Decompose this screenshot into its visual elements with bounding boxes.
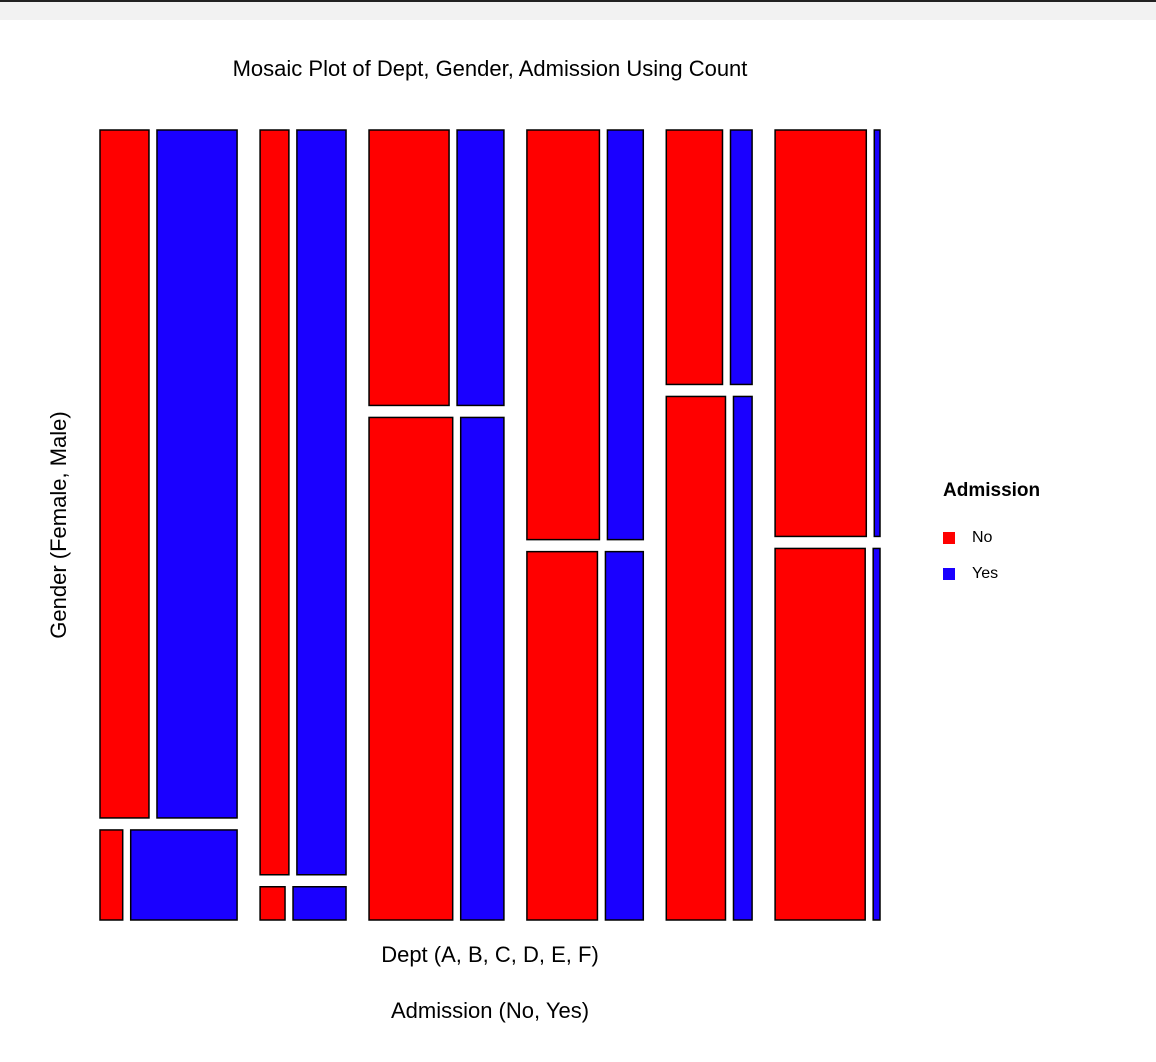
mosaic-tile	[774, 129, 868, 538]
mosaic-tile	[729, 129, 753, 386]
y-axis-label: Gender (Female, Male)	[46, 411, 71, 638]
mosaic-tile	[526, 129, 601, 541]
mosaic-tile	[872, 547, 881, 921]
mosaic-tile	[156, 129, 238, 819]
mosaic-tile	[259, 886, 286, 921]
mosaic-tile	[774, 547, 866, 921]
legend-swatch	[943, 532, 955, 544]
mosaic-tile	[526, 550, 599, 921]
mosaic-tile	[665, 395, 727, 921]
legend-label: Yes	[972, 565, 998, 582]
chart-title: Mosaic Plot of Dept, Gender, Admission U…	[233, 56, 748, 81]
mosaic-tile	[459, 416, 505, 921]
mosaic-tile	[456, 129, 505, 407]
mosaic-tile	[604, 550, 645, 921]
mosaic-tile	[873, 129, 881, 538]
x-axis-label-2: Admission (No, Yes)	[391, 998, 589, 1023]
mosaic-tile	[368, 129, 450, 407]
x-axis-label: Dept (A, B, C, D, E, F)	[381, 942, 599, 967]
legend-swatch	[943, 568, 955, 580]
mosaic-tile	[665, 129, 724, 386]
mosaic-tile	[99, 129, 150, 819]
mosaic-tile	[296, 129, 347, 876]
mosaic-tile	[259, 129, 290, 876]
mosaic-tile	[99, 829, 124, 921]
mosaic-tile	[292, 886, 347, 921]
legend-title: Admission	[943, 480, 1040, 501]
top-band	[0, 0, 1156, 20]
mosaic-tile	[606, 129, 645, 541]
mosaic-tile	[368, 416, 454, 921]
mosaic-tile	[129, 829, 238, 921]
legend-label: No	[972, 529, 993, 546]
mosaic-tile	[732, 395, 753, 921]
